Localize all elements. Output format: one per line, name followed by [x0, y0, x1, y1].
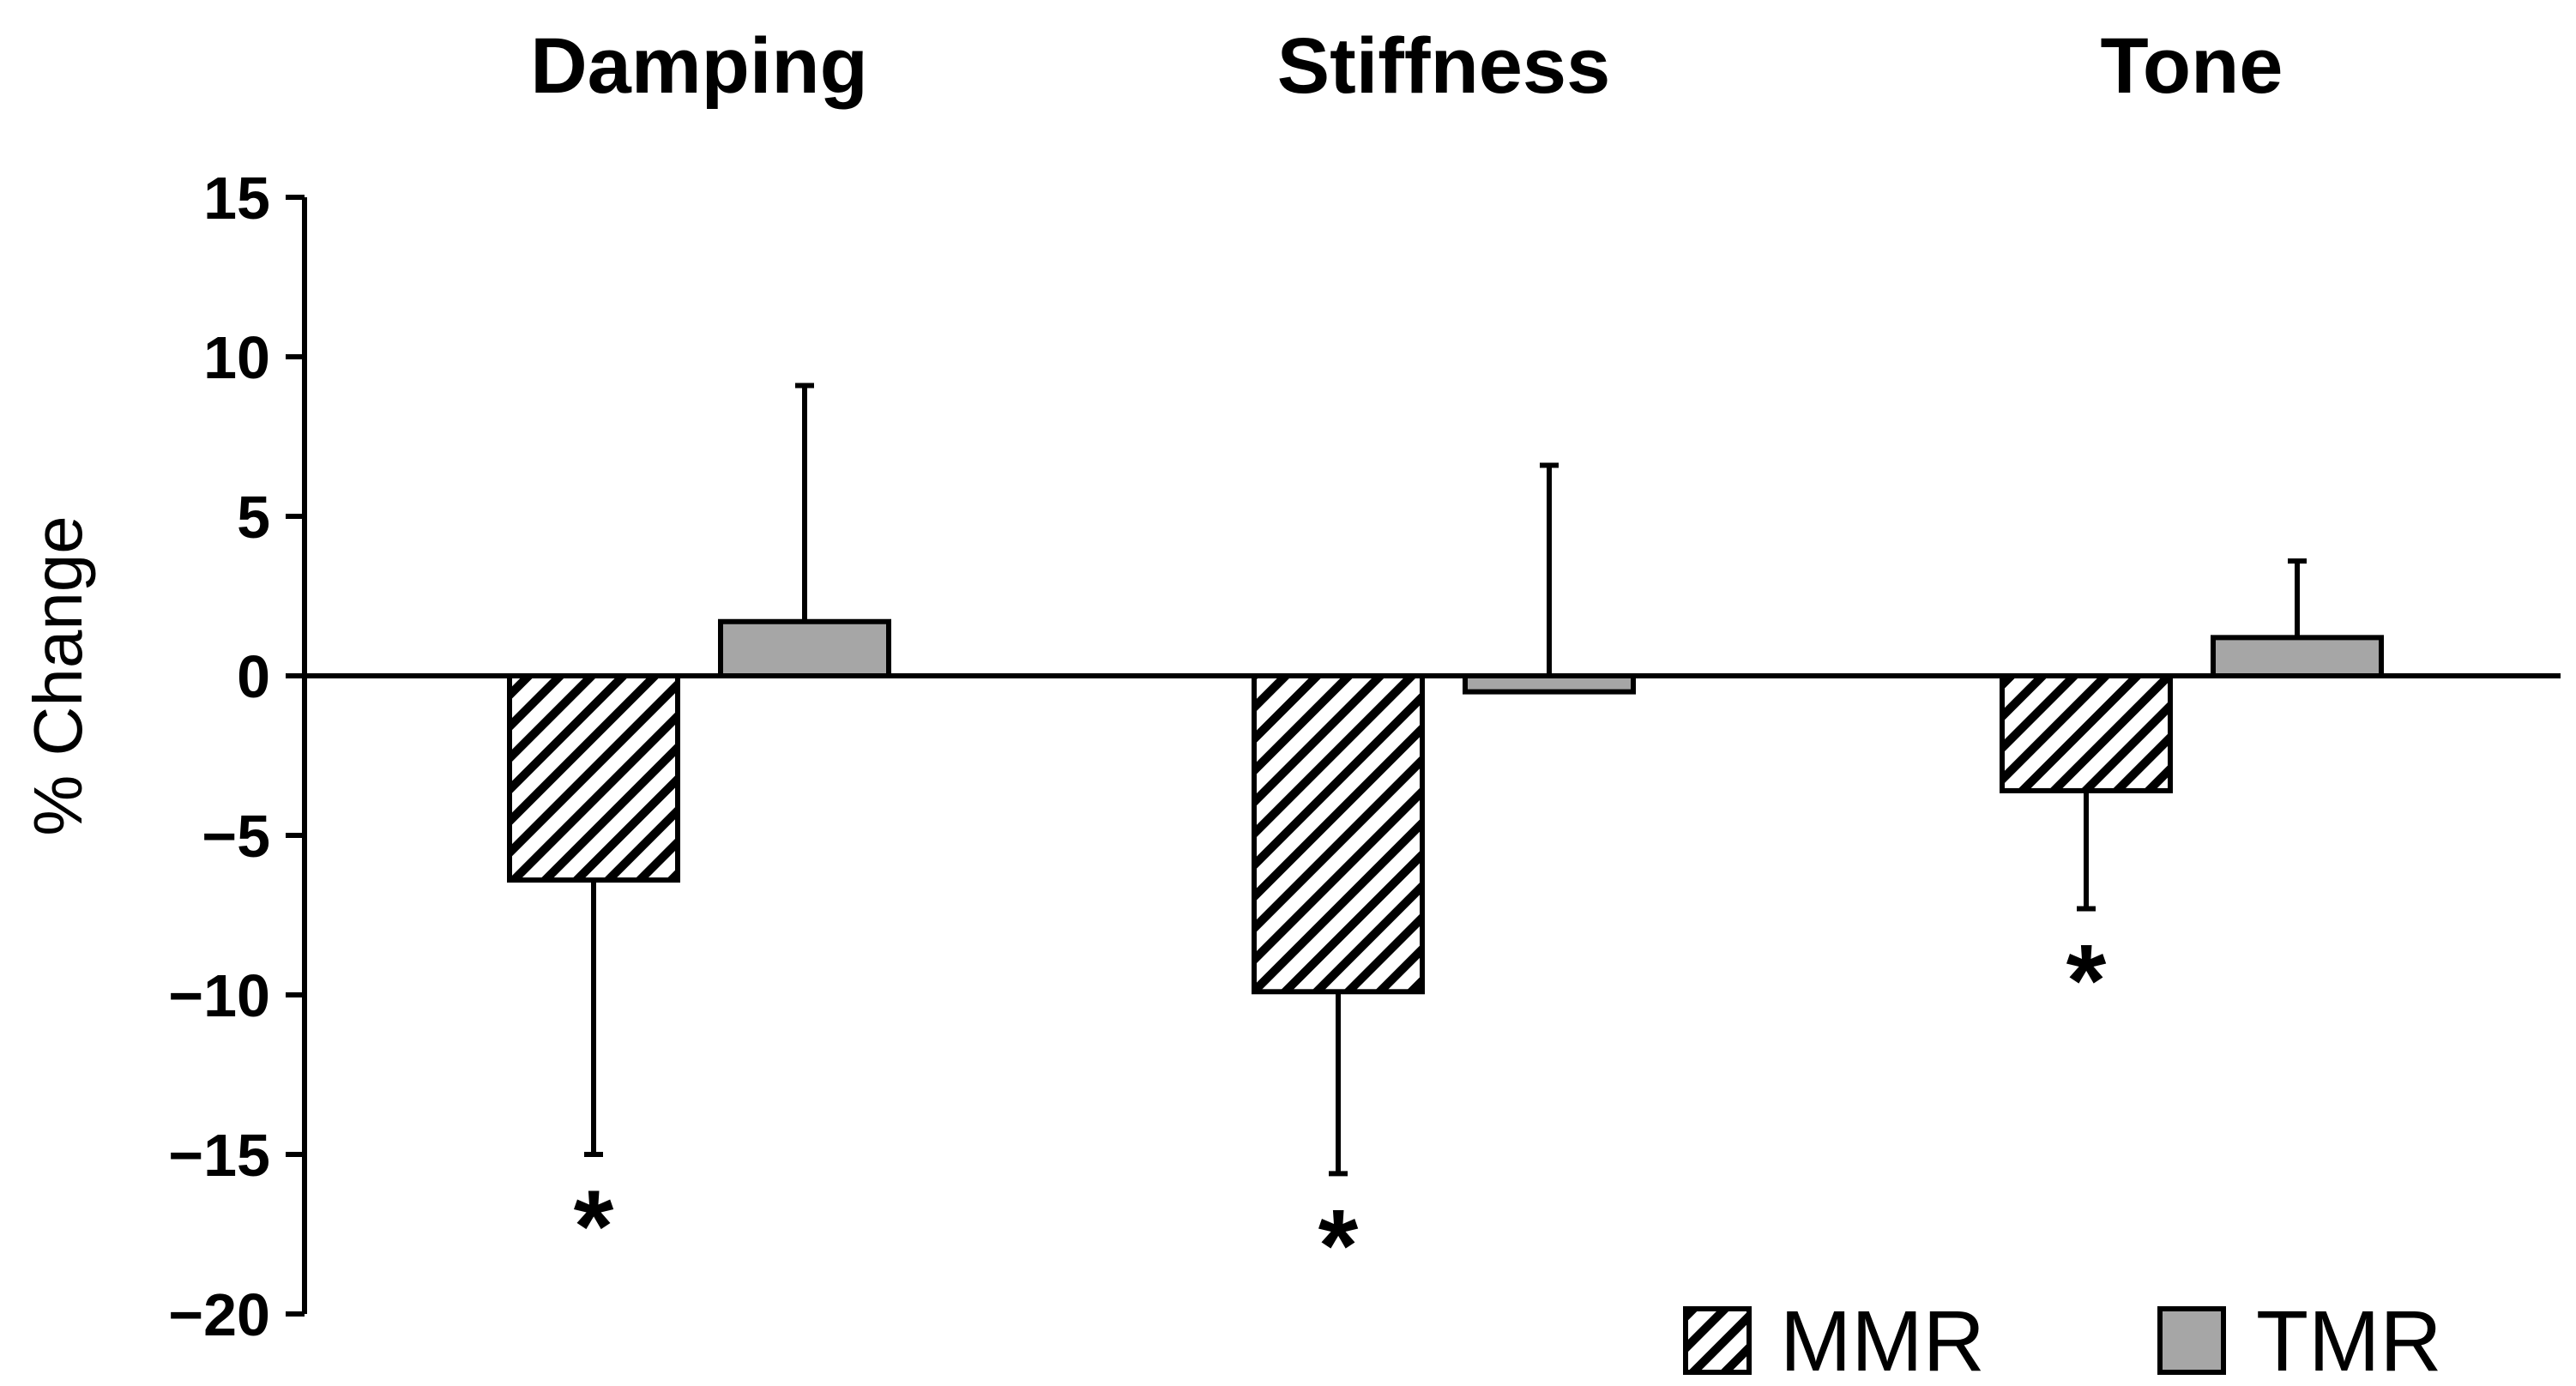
y-tick-label: 15	[203, 165, 270, 232]
y-tick-label: −5	[202, 803, 270, 870]
bar-mmr-stiffness	[1252, 673, 1425, 995]
bar-mmr-tone	[2000, 673, 2173, 793]
y-tick-label: −15	[168, 1122, 270, 1189]
legend-swatch-tmr	[2157, 1306, 2226, 1375]
legend-swatch-mmr	[1683, 1306, 1752, 1375]
bar-tmr-damping	[718, 618, 891, 679]
legend-label-mmr: MMR	[1780, 1293, 1985, 1386]
legend: MMR TMR	[1683, 1293, 2442, 1386]
category-title-damping: Damping	[530, 22, 868, 110]
y-tick-label: −20	[168, 1281, 270, 1348]
category-title-stiffness: Stiffness	[1277, 22, 1611, 110]
y-axis-title: % Change	[20, 515, 96, 836]
y-tick-label: 10	[203, 324, 270, 391]
y-tick-label: 5	[237, 484, 270, 551]
bar-tmr-tone	[2211, 635, 2384, 678]
significance-star: *	[2066, 924, 2107, 1039]
legend-label-tmr: TMR	[2256, 1293, 2442, 1386]
significance-star: *	[1318, 1188, 1359, 1303]
bar-mmr-damping	[507, 673, 680, 883]
plot-area: Damping Stiffness Tone 15 10 5 0 −5 −10 −15 −20 % C…	[20, 22, 2561, 1348]
category-title-tone: Tone	[2101, 22, 2283, 110]
y-tick-label: 0	[237, 643, 270, 710]
significance-star: *	[574, 1169, 614, 1284]
y-tick-label: −10	[168, 962, 270, 1029]
